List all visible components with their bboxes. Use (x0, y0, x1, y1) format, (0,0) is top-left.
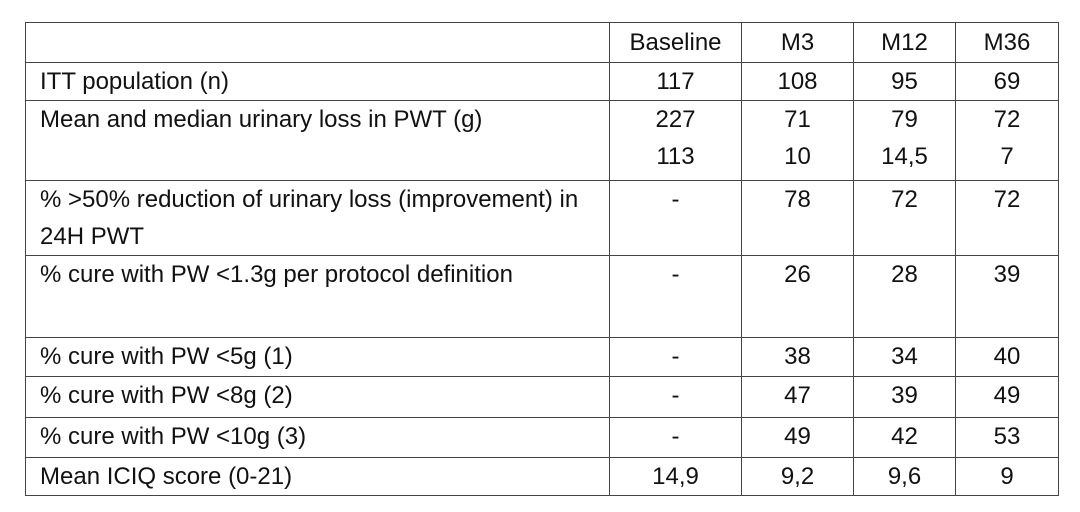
row-label: % cure with PW <1.3g per protocol defini… (25, 255, 610, 338)
row-label: % >50% reduction of urinary loss (improv… (25, 180, 610, 256)
value-cell: - (609, 255, 742, 338)
value-cell: 40 (955, 337, 1059, 377)
value-cell: 28 (853, 255, 956, 338)
value-cell: 49 (741, 417, 854, 458)
value-cell: 9,2 (741, 457, 854, 496)
value-cell: - (609, 337, 742, 377)
row-label: ITT population (n) (25, 62, 610, 101)
value-cell: 39 (955, 255, 1059, 338)
header-row: Baseline M3 M12 M36 (25, 22, 1059, 63)
corner-cell (25, 22, 610, 63)
value-cell: - (609, 180, 742, 256)
cell-value: 227 (655, 106, 696, 133)
value-cell: 26 (741, 255, 854, 338)
row-label: % cure with PW <5g (1) (25, 337, 610, 377)
cell-value: 10 (784, 143, 811, 170)
value-cell: 49 (955, 376, 1059, 418)
value-cell: 14,9 (609, 457, 742, 496)
cell-value: 72 (993, 106, 1021, 133)
value-cell: 95 (853, 62, 956, 101)
value-cell: 53 (955, 417, 1059, 458)
table-row: Mean ICIQ score (0-21) 14,9 9,2 9,6 9 (25, 457, 1059, 496)
row-label: % cure with PW <10g (3) (25, 417, 610, 458)
cell-value: 113 (656, 143, 695, 170)
value-cell: - (609, 376, 742, 418)
row-label: Mean ICIQ score (0-21) (25, 457, 610, 496)
value-cell: 69 (955, 62, 1059, 101)
table-row: % cure with PW <1.3g per protocol defini… (25, 255, 1059, 338)
table-row: ITT population (n) 117 108 95 69 (25, 62, 1059, 101)
table-row: % cure with PW <10g (3) -49 42 53 (25, 417, 1059, 458)
column-header: Baseline (609, 22, 742, 63)
table-row: % cure with PW <5g (1) -38 34 40 (25, 337, 1059, 377)
row-label: % cure with PW <8g (2) (25, 376, 610, 418)
row-label: Mean and median urinary loss in PWT (g) (25, 100, 610, 181)
cell-value: 79 (891, 106, 918, 133)
value-cell: 34 (853, 337, 956, 377)
results-table: Baseline M3 M12 M36 ITT population (n) 117 10… (25, 22, 1059, 496)
cell-value: 14,5 (881, 143, 928, 170)
cell-value: 71 (784, 106, 811, 133)
column-header: M3 (741, 22, 854, 63)
value-cell: 72 (853, 180, 956, 256)
value-cell: 72 7 (955, 100, 1059, 181)
value-cell: 227 113 (609, 100, 742, 181)
value-cell: 78 (741, 180, 854, 256)
column-header: M36 (955, 22, 1059, 63)
table-row: % cure with PW <8g (2) -47 39 49 (25, 376, 1059, 418)
column-header: M12 (853, 22, 956, 63)
value-cell: 42 (853, 417, 956, 458)
value-cell: 38 (741, 337, 854, 377)
table-row: Mean and median urinary loss in PWT (g) 2… (25, 100, 1059, 181)
cell-value: 7 (1000, 143, 1014, 170)
value-cell: 9 (955, 457, 1059, 496)
table-row: % >50% reduction of urinary loss (improv… (25, 180, 1059, 256)
value-cell: 117 (609, 62, 742, 101)
value-cell: 71 10 (741, 100, 854, 181)
value-cell: - (609, 417, 742, 458)
value-cell: 9,6 (853, 457, 956, 496)
value-cell: 39 (853, 376, 956, 418)
value-cell: 47 (741, 376, 854, 418)
value-cell: 72 (955, 180, 1059, 256)
value-cell: 108 (741, 62, 854, 101)
value-cell: 79 14,5 (853, 100, 956, 181)
